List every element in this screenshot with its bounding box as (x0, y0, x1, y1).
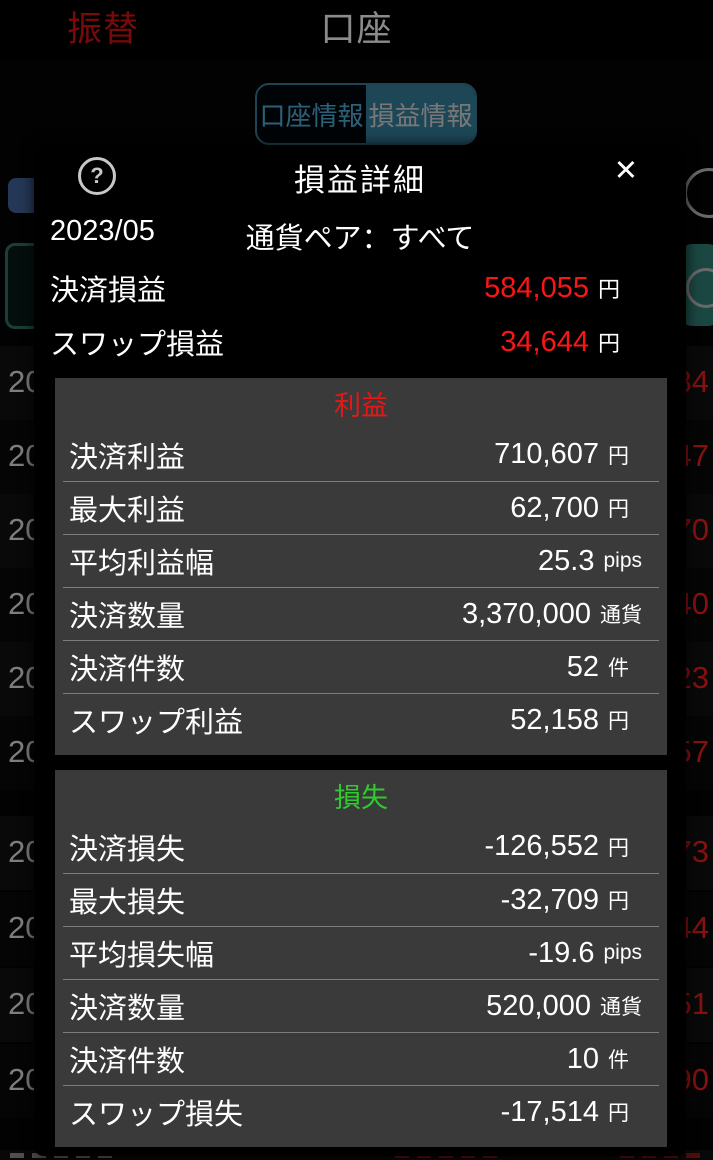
row-label: 決済利益 (69, 441, 186, 474)
modal-title: 損益詳細 (294, 163, 426, 198)
clipped-circle-icon (686, 268, 713, 308)
row-value: -19.6 (528, 936, 595, 969)
profit-section-title: 利益 (334, 391, 388, 421)
table-row: スワップ損失 -17,514 円 (63, 1085, 659, 1138)
row-unit: 円 (608, 710, 629, 733)
row-unit: 通貨 (600, 604, 642, 627)
row-value: 25.3 (538, 544, 595, 577)
pl-detail-modal: ? 損益詳細 ✕ 2023/05 通貨ペア：すべて 決済損益 584,055 円… (34, 145, 686, 1156)
help-button[interactable]: ? (78, 157, 116, 195)
loss-section-title: 損失 (334, 783, 388, 813)
row-label: 決済件数 (69, 654, 186, 686)
summary-label: スワップ損益 (50, 329, 225, 361)
table-row: 決済件数 52 件 (63, 640, 659, 693)
row-unit: 円 (608, 836, 629, 860)
row-label: 平均損失幅 (69, 940, 215, 972)
table-row: 決済件数 10 件 (63, 1032, 659, 1085)
row-unit: 円 (608, 890, 629, 913)
close-icon[interactable]: ✕ (613, 155, 638, 187)
row-unit: 件 (608, 1049, 629, 1072)
summary-value: 34,644 (500, 325, 589, 358)
page-title-account: 口座 (320, 10, 393, 49)
row-label: 最大損失 (69, 887, 186, 919)
row-value: 520,000 (486, 989, 591, 1022)
question-mark-icon: ? (90, 163, 104, 188)
row-value: 10 (566, 1042, 599, 1075)
row-unit: 円 (608, 498, 629, 521)
row-label: スワップ利益 (69, 707, 244, 739)
summary-value: 584,055 (484, 271, 589, 304)
row-unit: pips (603, 941, 642, 964)
row-label: 平均利益幅 (69, 548, 215, 580)
loss-section: 損失 決済損失 -126,552 円 最大損失 -32,709 円 平均損失幅 … (55, 770, 667, 1147)
summary-row-settlement-pl: 決済損益 584,055 円 (34, 261, 686, 315)
period-label: 2023/05 (50, 215, 155, 247)
table-row: スワップ利益 52,158 円 (63, 693, 659, 746)
row-label: 決済数量 (69, 993, 186, 1025)
summary-unit: 円 (597, 277, 620, 302)
table-row: 決済損失 -126,552 円 (63, 820, 659, 873)
summary-unit: 円 (597, 331, 620, 356)
row-value: 62,700 (510, 491, 599, 524)
row-unit: 円 (608, 444, 629, 468)
table-row: 最大利益 62,700 円 (63, 481, 659, 534)
tab-account-info[interactable]: 口座情報 (259, 100, 364, 131)
row-unit: 円 (608, 1102, 629, 1125)
row-value: -126,552 (484, 830, 600, 862)
tab-pl-info[interactable]: 損益情報 (366, 85, 475, 143)
row-value: -32,709 (500, 883, 599, 916)
table-row: 平均利益幅 25.3 pips (63, 534, 659, 587)
table-row: 決済数量 520,000 通貨 (63, 979, 659, 1032)
modal-subheader: 2023/05 通貨ペア：すべて (34, 215, 686, 255)
row-label: 最大利益 (69, 495, 186, 527)
top-bar: 振替 口座 (0, 0, 713, 60)
pl-summary: 決済損益 584,055 円 スワップ損益 34,644 円 (34, 261, 686, 369)
table-row: 最大損失 -32,709 円 (63, 873, 659, 926)
row-label: スワップ損失 (69, 1099, 244, 1131)
summary-label: 決済損益 (50, 275, 167, 307)
row-value: 710,607 (494, 438, 599, 470)
row-unit: 通貨 (600, 996, 642, 1019)
table-row: 決済利益 710,607 円 (63, 428, 659, 481)
row-label: 決済数量 (69, 601, 186, 633)
row-unit: 件 (608, 657, 629, 680)
row-label: 決済損失 (69, 833, 186, 866)
row-label: 決済件数 (69, 1046, 186, 1078)
currency-pair-label: 通貨ペア：すべて (245, 223, 475, 255)
row-value: 52,158 (510, 703, 599, 736)
row-value: -17,514 (500, 1095, 599, 1128)
info-tab-toggle: 口座情報 損益情報 (255, 83, 477, 145)
row-unit: pips (603, 549, 642, 572)
row-value: 3,370,000 (461, 597, 591, 630)
table-row: 決済数量 3,370,000 通貨 (63, 587, 659, 640)
summary-row-swap-pl: スワップ損益 34,644 円 (34, 315, 686, 369)
table-row: 平均損失幅 -19.6 pips (63, 926, 659, 979)
profit-section: 利益 決済利益 710,607 円 最大利益 62,700 円 平均利益幅 25… (55, 378, 667, 755)
row-value: 52 (566, 650, 599, 683)
nav-transfer[interactable]: 振替 (67, 10, 140, 49)
